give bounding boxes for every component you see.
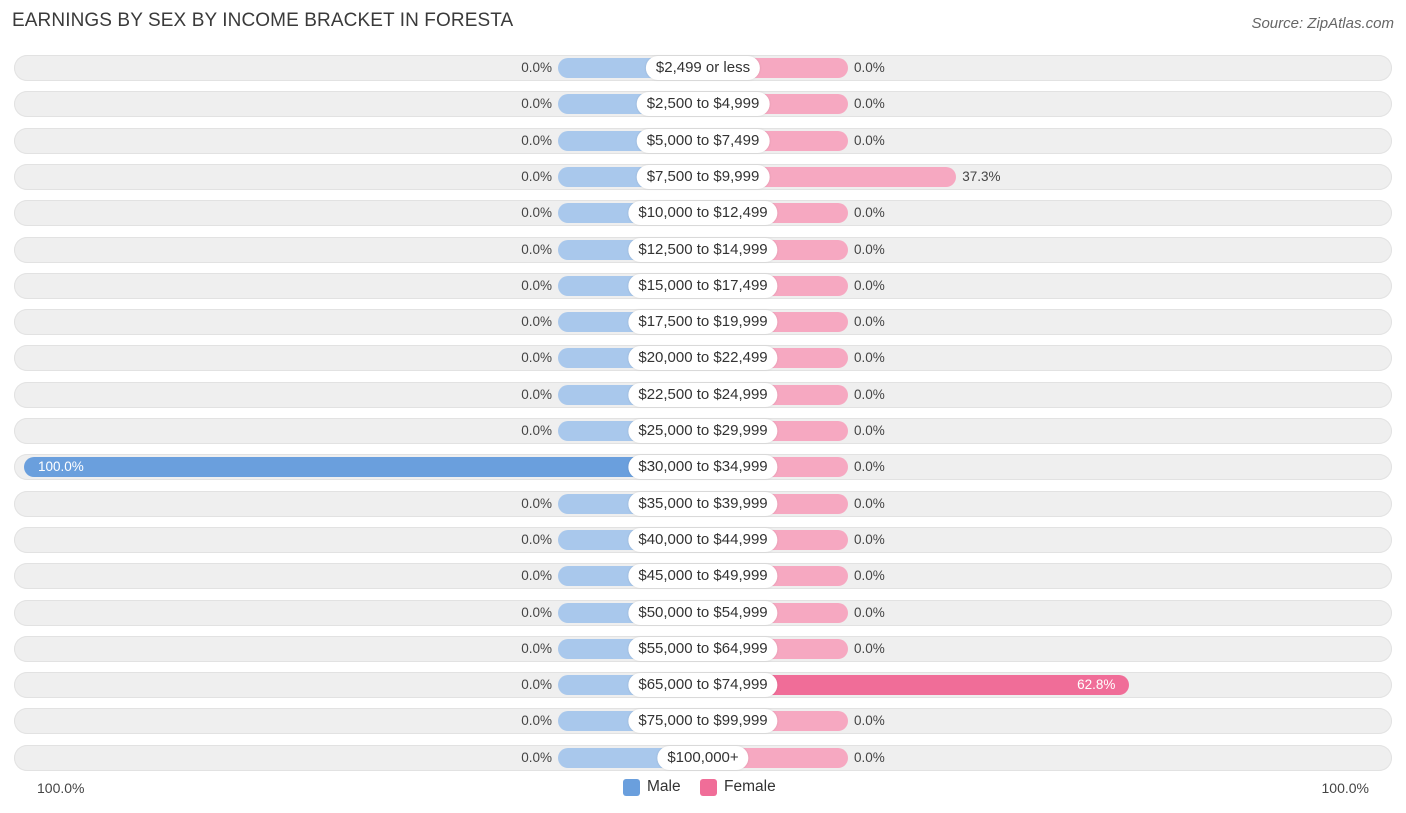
category-label: $20,000 to $22,499 xyxy=(628,346,778,371)
value-label-female: 0.0% xyxy=(854,60,885,75)
category-label: $30,000 to $34,999 xyxy=(628,455,778,480)
value-label-female: 0.0% xyxy=(854,495,885,511)
category-label: $7,500 to $9,999 xyxy=(636,164,770,189)
category-label: $75,000 to $99,999 xyxy=(628,709,778,734)
value-label-female: 0.0% xyxy=(854,459,885,475)
value-label-male: 0.0% xyxy=(521,60,552,75)
value-label-female: 0.0% xyxy=(854,205,885,221)
value-label-female: 0.0% xyxy=(854,423,885,438)
value-label-female: 0.0% xyxy=(854,531,885,547)
value-label-male: 0.0% xyxy=(521,423,552,438)
bar-female[interactable] xyxy=(703,675,1130,696)
category-label: $12,500 to $14,999 xyxy=(628,237,778,262)
value-label-female: 0.0% xyxy=(854,640,885,656)
value-label-male: 0.0% xyxy=(521,96,552,112)
value-label-female: 0.0% xyxy=(854,132,885,148)
value-label-male: 0.0% xyxy=(521,677,552,693)
legend-label-male: Male xyxy=(647,778,681,795)
value-label-female: 0.0% xyxy=(854,277,885,293)
chart-source: Source: ZipAtlas.com xyxy=(1251,15,1394,32)
value-label-male: 0.0% xyxy=(521,531,552,547)
category-label: $17,500 to $19,999 xyxy=(628,310,778,335)
value-label-male: 0.0% xyxy=(521,495,552,511)
value-label-male: 0.0% xyxy=(521,640,552,656)
category-label: $35,000 to $39,999 xyxy=(628,491,778,516)
value-label-female: 37.3% xyxy=(962,168,1001,184)
category-label: $22,500 to $24,999 xyxy=(628,382,778,407)
value-label-male: 0.0% xyxy=(521,386,552,402)
category-label: $2,499 or less xyxy=(645,56,761,80)
value-label-female: 0.0% xyxy=(854,604,885,620)
category-label: $15,000 to $17,499 xyxy=(628,273,778,298)
value-label-female: 0.0% xyxy=(854,96,885,112)
chart-title: EARNINGS BY SEX BY INCOME BRACKET IN FOR… xyxy=(12,10,514,31)
value-label-male: 0.0% xyxy=(521,568,552,584)
value-label-male: 0.0% xyxy=(521,350,552,366)
legend-swatch-female xyxy=(700,778,717,796)
category-label: $2,500 to $4,999 xyxy=(636,92,770,117)
value-label-female: 0.0% xyxy=(854,568,885,584)
legend-label-female: Female xyxy=(724,778,776,795)
value-label-male: 0.0% xyxy=(521,314,552,330)
value-label-female: 0.0% xyxy=(854,314,885,330)
value-label-male: 0.0% xyxy=(521,713,552,729)
legend-swatch-male xyxy=(623,778,640,796)
category-label: $40,000 to $44,999 xyxy=(628,527,778,552)
category-label: $50,000 to $54,999 xyxy=(628,600,778,625)
value-label-female: 0.0% xyxy=(854,713,885,729)
category-label: $5,000 to $7,499 xyxy=(636,128,770,153)
category-label: $25,000 to $29,999 xyxy=(628,419,778,443)
value-label-male: 0.0% xyxy=(521,277,552,293)
value-label-female: 0.0% xyxy=(854,350,885,366)
value-label-female: 0.0% xyxy=(854,241,885,257)
value-label-female: 0.0% xyxy=(854,749,885,765)
legend-item-female[interactable]: Female xyxy=(700,778,776,796)
value-label-male: 100.0% xyxy=(38,459,84,475)
axis-left-label: 100.0% xyxy=(37,780,85,796)
bar-male[interactable] xyxy=(24,457,703,478)
value-label-male: 0.0% xyxy=(521,168,552,184)
value-label-male: 0.0% xyxy=(521,604,552,620)
category-label: $55,000 to $64,999 xyxy=(628,636,778,661)
category-label: $45,000 to $49,999 xyxy=(628,564,778,589)
value-label-female: 0.0% xyxy=(854,386,885,402)
value-label-male: 0.0% xyxy=(521,749,552,765)
value-label-male: 0.0% xyxy=(521,132,552,148)
value-label-male: 0.0% xyxy=(521,241,552,257)
category-label: $65,000 to $74,999 xyxy=(628,673,778,698)
legend-item-male[interactable]: Male xyxy=(623,778,681,796)
category-label: $10,000 to $12,499 xyxy=(628,201,778,226)
value-label-female: 62.8% xyxy=(1077,677,1116,693)
axis-right-label: 100.0% xyxy=(1321,780,1369,796)
category-label: $100,000+ xyxy=(657,745,749,770)
value-label-male: 0.0% xyxy=(521,205,552,221)
legend: Male Female xyxy=(0,778,1406,800)
